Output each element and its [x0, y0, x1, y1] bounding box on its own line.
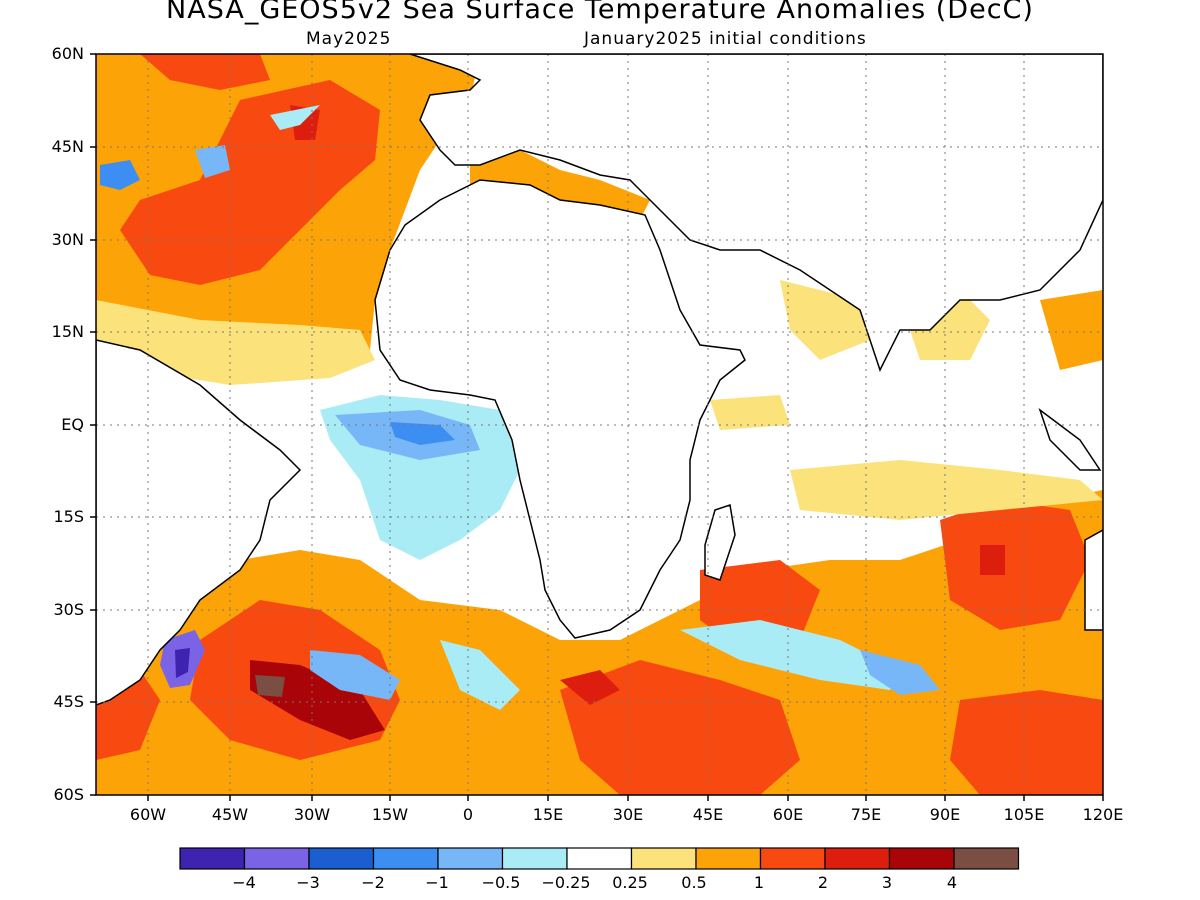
- colorbar-label: −1: [425, 873, 449, 892]
- colorbar-swatch: [437, 847, 504, 870]
- lon-label-75e: 75E: [850, 805, 882, 824]
- anomaly-field: [96, 54, 1103, 795]
- indian-cool-core: [860, 650, 940, 695]
- lon-label-60e: 60E: [772, 805, 804, 824]
- pacific-warm-pocket: [1040, 290, 1103, 370]
- forecast-month: May2025: [306, 29, 392, 49]
- africa-land: [374, 179, 746, 639]
- lon-label-60w: 60W: [129, 805, 167, 824]
- australia-land: [1084, 529, 1103, 631]
- lat-label-30s: 30S: [53, 600, 84, 619]
- colorbar-swatch: [179, 847, 246, 870]
- south-america-land: [96, 339, 302, 706]
- colorbar-swatch: [243, 847, 310, 870]
- south-atlantic-cool-2: [440, 640, 520, 710]
- lat-label-eq: EQ: [61, 415, 84, 434]
- colorbar-swatch: [308, 847, 375, 870]
- south-atlantic-cool-1: [310, 650, 400, 700]
- colorbar: [179, 847, 1020, 870]
- colorbar-swatch: [824, 847, 891, 870]
- axis-ticks: [90, 53, 1104, 801]
- europe-land: [409, 54, 1103, 372]
- colorbar-label: 4: [946, 873, 958, 892]
- colorbar-label: −0.25: [541, 873, 591, 892]
- lon-label-0: 0: [462, 805, 474, 824]
- lon-label-15w: 15W: [371, 805, 409, 824]
- brazil-current-core: [175, 648, 190, 678]
- indian-cool-band: [680, 620, 900, 690]
- north-atlantic-hot-2: [140, 54, 270, 90]
- lon-label-45e: 45E: [692, 805, 724, 824]
- colorbar-swatch: [695, 847, 762, 870]
- indian-south-hot: [950, 690, 1103, 795]
- colorbar-label: 0.25: [612, 873, 648, 892]
- colorbar-swatch: [953, 847, 1020, 870]
- colorbar-label: 0.5: [681, 873, 707, 892]
- somali-light: [710, 395, 790, 430]
- lon-label-15e: 15E: [532, 805, 564, 824]
- lon-label-45w: 45W: [211, 805, 249, 824]
- colorbar-label: 2: [817, 873, 829, 892]
- colorbar-swatch: [630, 847, 697, 870]
- south-atlantic-peak: [255, 675, 285, 697]
- lat-label-45n: 45N: [51, 137, 84, 156]
- north-atlantic-light: [96, 300, 375, 385]
- indian-hot-core: [560, 670, 620, 705]
- graticule: [96, 54, 1103, 795]
- lon-label-105e: 105E: [1003, 805, 1045, 824]
- newfoundland-cool: [100, 160, 140, 190]
- lat-label-15n: 15N: [51, 322, 84, 341]
- australia-west-core: [980, 545, 1005, 575]
- lat-label-15s: 15S: [53, 507, 84, 526]
- colorbar-label: −4: [232, 873, 256, 892]
- lon-label-30w: 30W: [293, 805, 331, 824]
- colorbar-swatch: [501, 847, 568, 870]
- colorbar-label: 1: [753, 873, 765, 892]
- madagascar-land: [704, 504, 736, 581]
- map-title: NASA_GEOS5v2 Sea Surface Temperature Ano…: [166, 0, 1034, 25]
- lon-label-120e: 120E: [1082, 805, 1124, 824]
- colorbar-swatch: [888, 847, 955, 870]
- cool-patch-3: [270, 105, 320, 130]
- lat-label-60n: 60N: [51, 44, 84, 63]
- colorbar-label: −2: [361, 873, 385, 892]
- equatorial-core: [390, 422, 455, 445]
- colorbar-swatch: [566, 847, 633, 870]
- lat-label-60s: 60S: [53, 785, 84, 804]
- equatorial-indian-light: [790, 460, 1103, 520]
- colorbar-label: −0.5: [481, 873, 521, 892]
- lat-label-30n: 30N: [51, 230, 84, 249]
- initial-conditions: January2025 initial conditions: [584, 29, 867, 49]
- land: [96, 54, 1103, 706]
- cool-patch-2: [195, 145, 230, 178]
- southern-indian-warm-2: [560, 660, 800, 795]
- lat-label-45s: 45S: [53, 692, 84, 711]
- colorbar-swatch: [372, 847, 439, 870]
- australia-west-warm: [940, 500, 1090, 630]
- colorbar-label: 3: [881, 873, 893, 892]
- lon-label-30e: 30E: [612, 805, 644, 824]
- lon-label-90e: 90E: [929, 805, 961, 824]
- colorbar-swatch: [759, 847, 826, 870]
- colorbar-label: −3: [296, 873, 320, 892]
